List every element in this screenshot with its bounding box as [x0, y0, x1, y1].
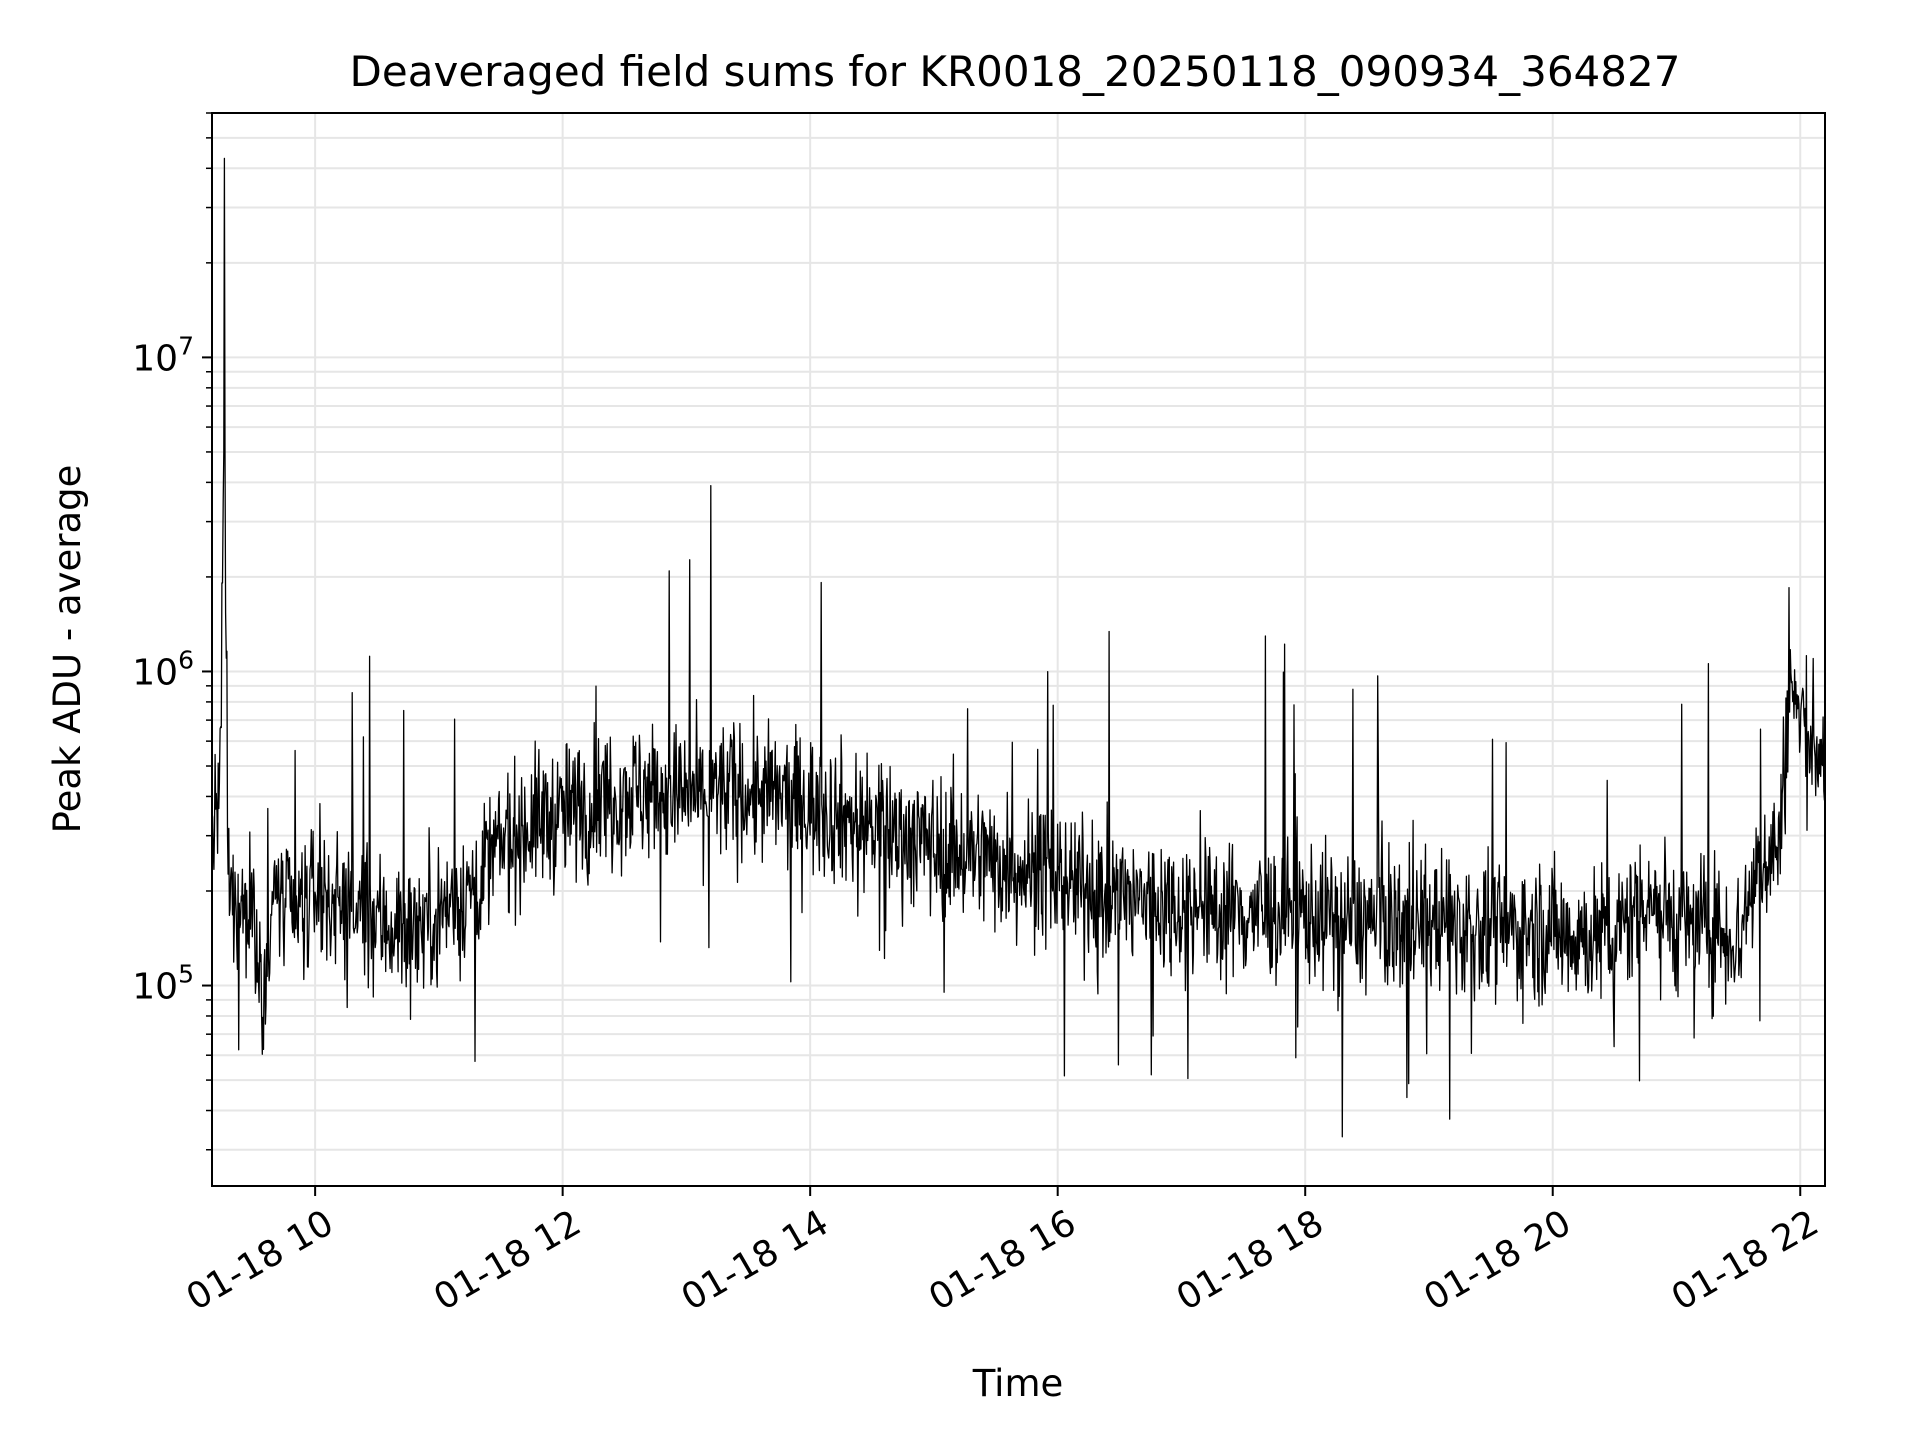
y-tick-exponent: 5: [178, 960, 194, 989]
grid: [212, 112, 1825, 1186]
y-tick-exponent: 6: [178, 645, 194, 674]
y-tick-base: 10: [132, 338, 178, 379]
y-tick-label: 105: [132, 960, 194, 1008]
data-series: [211, 157, 1826, 1138]
chart-title: Deaveraged field sums for KR0018_2025011…: [350, 47, 1681, 96]
plot-frame: [211, 112, 1826, 1187]
y-tick-base: 10: [132, 967, 178, 1008]
y-tick-exponent: 7: [178, 331, 194, 360]
series-line: [211, 157, 1826, 1138]
y-tick-label: 106: [132, 645, 194, 693]
y-tick-base: 10: [132, 652, 178, 693]
y-axis-label: Peak ADU - average: [46, 465, 89, 834]
x-axis-label: Time: [972, 1362, 1064, 1405]
y-tick-label: 107: [132, 331, 194, 379]
plot-area: [212, 113, 1825, 1186]
